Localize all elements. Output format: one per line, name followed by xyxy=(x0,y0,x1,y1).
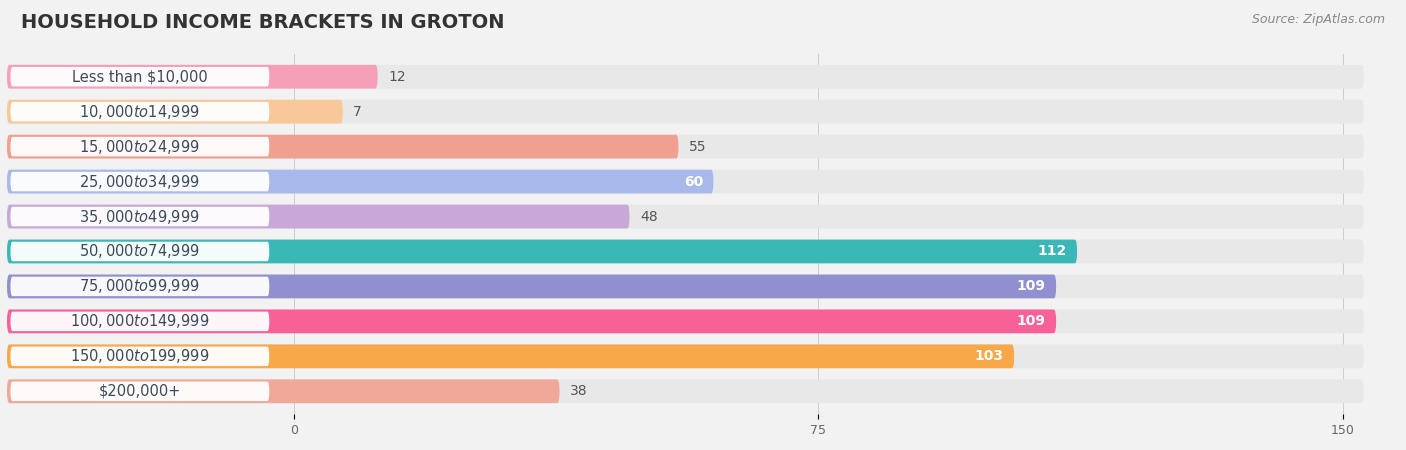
FancyBboxPatch shape xyxy=(10,102,270,122)
FancyBboxPatch shape xyxy=(7,239,1077,263)
FancyBboxPatch shape xyxy=(7,205,1364,229)
FancyBboxPatch shape xyxy=(7,65,378,89)
Text: $10,000 to $14,999: $10,000 to $14,999 xyxy=(80,103,200,121)
FancyBboxPatch shape xyxy=(7,344,1364,368)
FancyBboxPatch shape xyxy=(7,310,1056,333)
FancyBboxPatch shape xyxy=(7,274,1056,298)
Text: $25,000 to $34,999: $25,000 to $34,999 xyxy=(80,172,200,190)
Text: $15,000 to $24,999: $15,000 to $24,999 xyxy=(80,138,200,156)
Text: 112: 112 xyxy=(1038,244,1067,258)
Text: $150,000 to $199,999: $150,000 to $199,999 xyxy=(70,347,209,365)
Text: $200,000+: $200,000+ xyxy=(98,384,181,399)
Text: 7: 7 xyxy=(353,105,361,119)
Text: 109: 109 xyxy=(1017,279,1046,293)
FancyBboxPatch shape xyxy=(10,242,270,261)
FancyBboxPatch shape xyxy=(10,312,270,331)
Text: HOUSEHOLD INCOME BRACKETS IN GROTON: HOUSEHOLD INCOME BRACKETS IN GROTON xyxy=(21,14,505,32)
FancyBboxPatch shape xyxy=(7,310,1364,333)
FancyBboxPatch shape xyxy=(7,100,343,124)
FancyBboxPatch shape xyxy=(7,274,1364,298)
Text: 55: 55 xyxy=(689,140,706,153)
FancyBboxPatch shape xyxy=(10,172,270,191)
FancyBboxPatch shape xyxy=(7,379,1364,403)
Text: $100,000 to $149,999: $100,000 to $149,999 xyxy=(70,312,209,330)
FancyBboxPatch shape xyxy=(10,382,270,401)
Text: Less than $10,000: Less than $10,000 xyxy=(72,69,208,84)
Text: 12: 12 xyxy=(388,70,406,84)
FancyBboxPatch shape xyxy=(10,207,270,226)
FancyBboxPatch shape xyxy=(10,137,270,156)
Text: 109: 109 xyxy=(1017,315,1046,328)
FancyBboxPatch shape xyxy=(10,277,270,296)
Text: 103: 103 xyxy=(974,349,1004,363)
Text: $75,000 to $99,999: $75,000 to $99,999 xyxy=(80,278,200,296)
Text: Source: ZipAtlas.com: Source: ZipAtlas.com xyxy=(1251,14,1385,27)
FancyBboxPatch shape xyxy=(7,170,713,194)
FancyBboxPatch shape xyxy=(7,170,1364,194)
Text: $35,000 to $49,999: $35,000 to $49,999 xyxy=(80,207,200,225)
FancyBboxPatch shape xyxy=(7,135,1364,158)
FancyBboxPatch shape xyxy=(7,135,679,158)
FancyBboxPatch shape xyxy=(7,100,1364,124)
Text: 60: 60 xyxy=(683,175,703,189)
Text: 48: 48 xyxy=(640,210,658,224)
FancyBboxPatch shape xyxy=(10,346,270,366)
FancyBboxPatch shape xyxy=(7,65,1364,89)
Text: 38: 38 xyxy=(569,384,588,398)
Text: $50,000 to $74,999: $50,000 to $74,999 xyxy=(80,243,200,261)
FancyBboxPatch shape xyxy=(7,239,1364,263)
FancyBboxPatch shape xyxy=(10,67,270,86)
FancyBboxPatch shape xyxy=(7,344,1014,368)
FancyBboxPatch shape xyxy=(7,379,560,403)
FancyBboxPatch shape xyxy=(7,205,630,229)
